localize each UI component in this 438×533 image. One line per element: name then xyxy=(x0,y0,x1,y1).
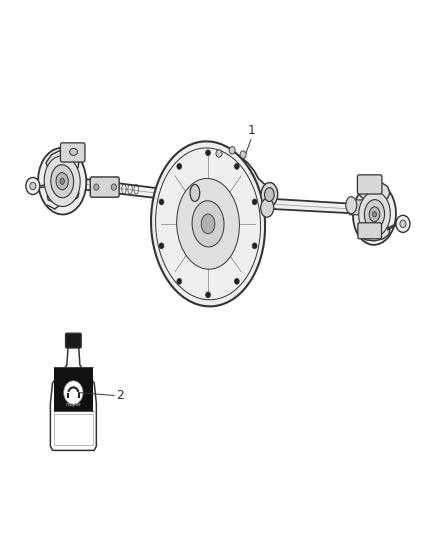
FancyBboxPatch shape xyxy=(90,177,119,197)
Ellipse shape xyxy=(44,156,80,206)
FancyBboxPatch shape xyxy=(60,143,85,162)
Ellipse shape xyxy=(38,148,86,214)
Circle shape xyxy=(229,147,235,154)
FancyBboxPatch shape xyxy=(66,333,81,348)
Polygon shape xyxy=(46,150,79,171)
Circle shape xyxy=(26,177,40,195)
Ellipse shape xyxy=(201,214,215,234)
Ellipse shape xyxy=(192,201,224,247)
Ellipse shape xyxy=(265,188,274,201)
Ellipse shape xyxy=(177,179,240,269)
FancyBboxPatch shape xyxy=(357,175,382,194)
Circle shape xyxy=(159,243,164,249)
Circle shape xyxy=(94,184,99,190)
FancyBboxPatch shape xyxy=(349,200,366,215)
Bar xyxy=(54,414,93,445)
Ellipse shape xyxy=(372,212,376,217)
FancyBboxPatch shape xyxy=(358,223,381,239)
Circle shape xyxy=(111,184,117,190)
Ellipse shape xyxy=(364,200,385,229)
Circle shape xyxy=(234,164,239,169)
Text: mopar: mopar xyxy=(65,402,81,407)
Circle shape xyxy=(240,151,246,158)
Ellipse shape xyxy=(56,173,68,190)
Circle shape xyxy=(206,292,210,298)
Ellipse shape xyxy=(190,184,200,201)
Ellipse shape xyxy=(353,184,396,245)
Circle shape xyxy=(400,220,406,228)
Ellipse shape xyxy=(51,165,74,198)
Ellipse shape xyxy=(261,199,274,217)
Circle shape xyxy=(234,278,239,284)
Ellipse shape xyxy=(369,207,380,222)
Ellipse shape xyxy=(261,183,278,206)
Polygon shape xyxy=(359,182,390,201)
Ellipse shape xyxy=(60,178,64,184)
Bar xyxy=(54,367,93,411)
Polygon shape xyxy=(272,199,350,213)
Text: 1: 1 xyxy=(248,124,256,137)
Polygon shape xyxy=(358,224,390,241)
Circle shape xyxy=(159,199,164,205)
Polygon shape xyxy=(195,150,272,209)
Polygon shape xyxy=(47,188,79,204)
Ellipse shape xyxy=(359,192,390,237)
Circle shape xyxy=(64,381,83,405)
Circle shape xyxy=(252,199,257,205)
Polygon shape xyxy=(50,346,96,450)
Text: 2: 2 xyxy=(117,389,124,402)
Circle shape xyxy=(177,164,182,169)
Ellipse shape xyxy=(346,197,357,214)
Circle shape xyxy=(206,150,210,156)
Ellipse shape xyxy=(151,141,265,306)
Circle shape xyxy=(396,215,410,232)
Circle shape xyxy=(252,243,257,249)
Polygon shape xyxy=(81,179,195,203)
Circle shape xyxy=(177,278,182,284)
Ellipse shape xyxy=(70,149,78,156)
Circle shape xyxy=(30,182,36,190)
Circle shape xyxy=(216,150,222,157)
